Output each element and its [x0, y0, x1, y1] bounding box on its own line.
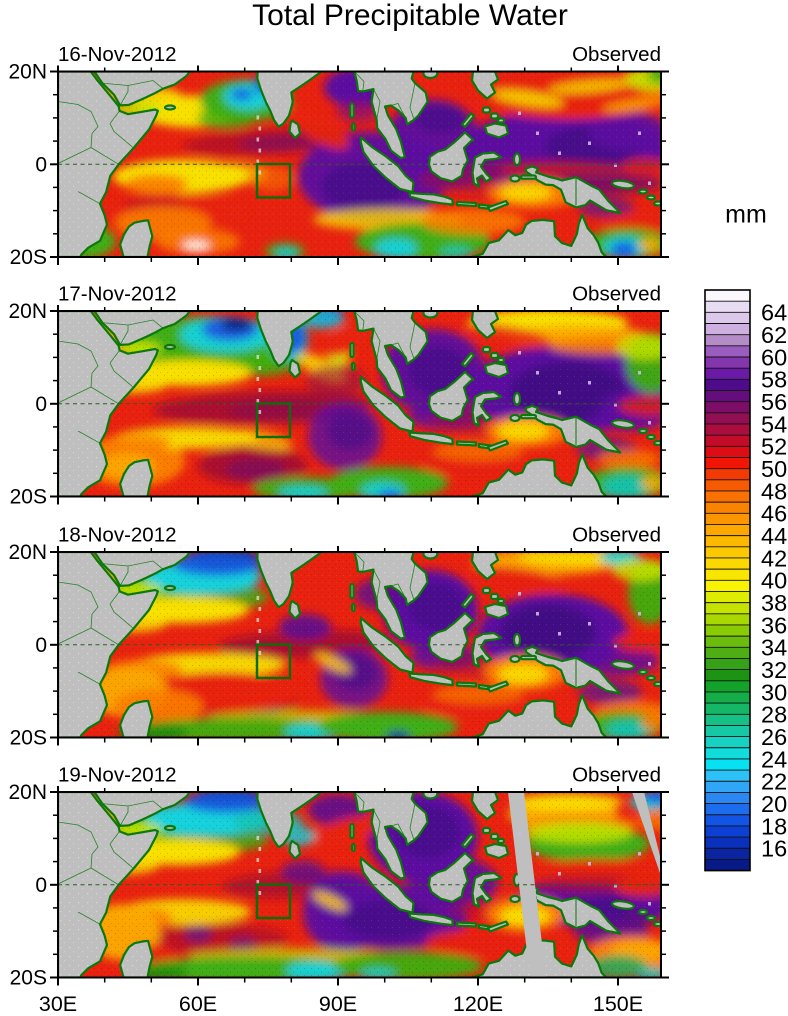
svg-text:Observed: Observed: [572, 43, 661, 66]
svg-text:16-Nov-2012: 16-Nov-2012: [58, 43, 177, 66]
svg-text:30: 30: [761, 679, 787, 705]
svg-text:48: 48: [761, 478, 787, 504]
svg-text:20N: 20N: [8, 61, 47, 84]
svg-text:0: 0: [35, 874, 47, 897]
svg-text:24: 24: [761, 746, 787, 772]
svg-text:19-Nov-2012: 19-Nov-2012: [58, 764, 177, 787]
svg-text:60: 60: [761, 344, 787, 370]
svg-text:120E: 120E: [453, 992, 503, 1016]
svg-text:20S: 20S: [10, 246, 47, 269]
svg-text:40: 40: [761, 568, 787, 594]
svg-text:60E: 60E: [179, 992, 217, 1016]
svg-text:20: 20: [761, 791, 787, 817]
svg-text:20N: 20N: [8, 300, 47, 323]
svg-text:Total Precipitable Water: Total Precipitable Water: [252, 0, 568, 32]
svg-text:150E: 150E: [593, 992, 643, 1016]
svg-text:46: 46: [761, 501, 787, 527]
svg-text:0: 0: [35, 393, 47, 416]
svg-text:34: 34: [761, 635, 787, 661]
svg-text:38: 38: [761, 590, 787, 616]
svg-text:20S: 20S: [10, 486, 47, 509]
svg-text:20S: 20S: [10, 727, 47, 750]
svg-text:22: 22: [761, 769, 787, 795]
svg-text:20N: 20N: [8, 541, 47, 564]
svg-text:0: 0: [35, 634, 47, 657]
svg-text:26: 26: [761, 724, 787, 750]
svg-text:64: 64: [761, 300, 787, 326]
svg-text:0: 0: [35, 153, 47, 176]
svg-text:42: 42: [761, 545, 787, 571]
svg-text:Observed: Observed: [572, 764, 661, 787]
svg-text:44: 44: [761, 523, 787, 549]
svg-text:30E: 30E: [39, 992, 77, 1016]
svg-text:18: 18: [761, 813, 787, 839]
svg-text:Observed: Observed: [572, 524, 661, 547]
svg-text:20S: 20S: [10, 967, 47, 990]
svg-text:62: 62: [761, 322, 787, 348]
svg-text:18-Nov-2012: 18-Nov-2012: [58, 524, 177, 547]
svg-text:50: 50: [761, 456, 787, 482]
svg-text:16: 16: [761, 836, 787, 862]
svg-text:17-Nov-2012: 17-Nov-2012: [58, 283, 177, 306]
svg-text:36: 36: [761, 612, 787, 638]
svg-text:28: 28: [761, 702, 787, 728]
svg-text:Observed: Observed: [572, 283, 661, 306]
svg-text:54: 54: [761, 411, 787, 437]
svg-text:52: 52: [761, 434, 787, 460]
svg-text:20N: 20N: [8, 781, 47, 804]
svg-text:56: 56: [761, 389, 787, 415]
svg-text:32: 32: [761, 657, 787, 683]
svg-text:mm: mm: [725, 201, 767, 229]
svg-text:58: 58: [761, 367, 787, 393]
svg-text:90E: 90E: [319, 992, 357, 1016]
